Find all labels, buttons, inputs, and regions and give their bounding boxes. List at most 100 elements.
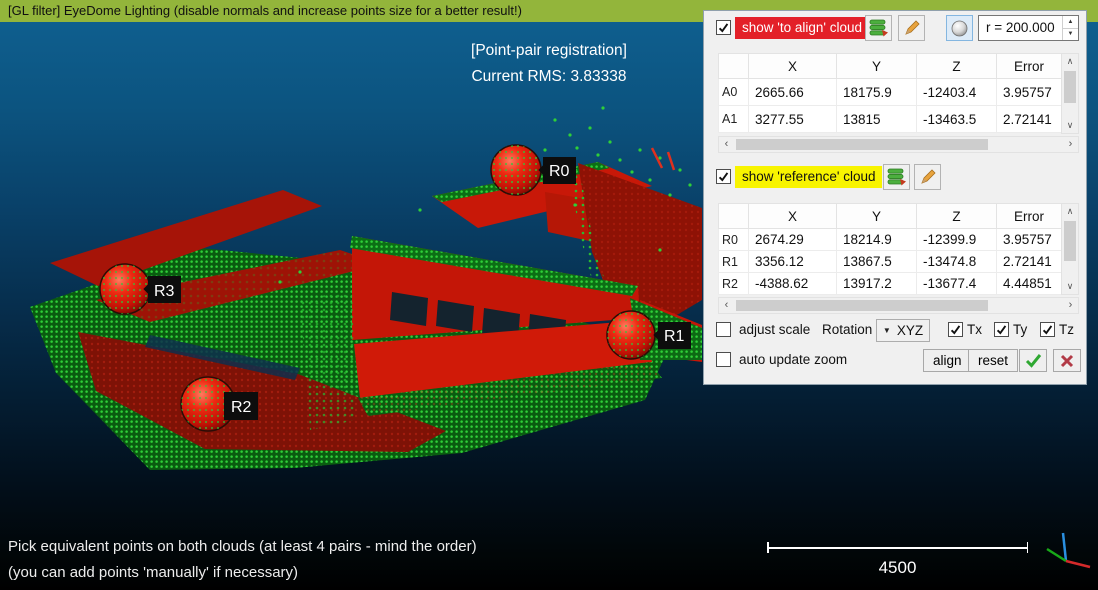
tx-checkbox[interactable] [948, 322, 963, 337]
show-reference-label[interactable]: show 'reference' cloud [735, 166, 883, 188]
show-to-align-checkbox[interactable] [716, 20, 731, 35]
registration-title: [Point-pair registration] [471, 42, 627, 59]
ty-label: Ty [1013, 322, 1028, 337]
check-icon [718, 23, 729, 33]
table-header-row: X Y Z Error [718, 203, 1062, 229]
sphere-radius-value: r = 200.000 [986, 20, 1055, 35]
hscroll-thumb[interactable] [736, 139, 988, 150]
pencil-icon [920, 169, 936, 184]
marker-label-pointer [653, 329, 665, 341]
corner-header [718, 203, 749, 229]
rotation-value: XYZ [896, 323, 924, 338]
cancel-button[interactable] [1053, 349, 1081, 372]
marker-label: R1 [664, 328, 685, 345]
pick-reference-from-db-button[interactable] [883, 164, 910, 190]
marker-R2[interactable]: R2 [180, 376, 258, 432]
marker-R1[interactable]: R1 [606, 310, 691, 360]
scale-bar-right-tick [1026, 542, 1028, 553]
db-tree-icon [869, 19, 888, 37]
spin-down-icon[interactable]: ▼ [1067, 31, 1074, 38]
hint-line-2: (you can add points 'manually' if necess… [8, 564, 299, 581]
table-row[interactable]: R1 3356.12 13867.5 -13474.8 2.72141 [718, 250, 1062, 273]
show-reference-checkbox[interactable] [716, 169, 731, 184]
confirm-check-icon [1025, 354, 1041, 368]
check-icon [950, 325, 961, 335]
reference-points-table: X Y Z Error R0 2674.29 18214.9 -12399.9 … [718, 203, 1062, 295]
check-icon [996, 325, 1007, 335]
rotation-dropdown[interactable]: ▼ XYZ [876, 319, 930, 342]
marker-label-box[interactable] [224, 392, 258, 420]
current-rms: Current RMS: 3.83338 [471, 68, 627, 85]
auto-update-zoom-label: auto update zoom [739, 352, 848, 367]
pick-to-align-from-db-button[interactable] [865, 15, 892, 41]
table-row[interactable]: A1 3277.55 13815 -13463.5 2.72141 [718, 105, 1062, 133]
col-y: Y [836, 53, 917, 79]
reference-table-vscrollbar[interactable]: ∧ ∨ [1061, 203, 1079, 295]
scroll-up-icon[interactable]: ∧ [1066, 56, 1074, 66]
vscroll-thumb[interactable] [1064, 71, 1076, 103]
axis-trihedron-icon [1046, 532, 1091, 569]
edit-to-align-button[interactable] [898, 15, 925, 41]
table-row[interactable]: R2 -4388.62 13917.2 -13677.4 4.44851 [718, 272, 1062, 295]
align-button[interactable]: align [923, 349, 972, 372]
cancel-x-icon [1060, 354, 1074, 367]
col-z: Z [916, 53, 997, 79]
scroll-right-icon[interactable]: › [1068, 299, 1073, 311]
rotation-label: Rotation [822, 322, 873, 337]
hscroll-thumb[interactable] [736, 300, 988, 311]
scroll-left-icon[interactable]: ‹ [724, 299, 729, 311]
picking-hints: Pick equivalent points on both clouds (a… [8, 534, 477, 586]
table-row[interactable]: R0 2674.29 18214.9 -12399.9 3.95757 [718, 228, 1062, 251]
marker-R3[interactable]: R3 [99, 263, 181, 315]
reference-table-hscrollbar[interactable]: ‹ › [718, 297, 1079, 314]
col-y: Y [836, 203, 917, 229]
scroll-up-icon[interactable]: ∧ [1066, 206, 1074, 216]
scroll-down-icon[interactable]: ∨ [1066, 120, 1074, 130]
corner-header [718, 53, 749, 79]
adjust-scale-label: adjust scale [739, 322, 811, 337]
marker-R0[interactable]: R0 [490, 144, 576, 196]
marker-label: R2 [231, 399, 252, 416]
col-x: X [748, 203, 837, 229]
hint-line-1: Pick equivalent points on both clouds (a… [8, 538, 477, 555]
sphere-radius-spinbox[interactable]: r = 200.000 ▲ ▼ [978, 15, 1079, 41]
scale-bar-value: 4500 [878, 558, 917, 577]
table-row[interactable]: A0 2665.66 18175.9 -12403.4 3.95757 [718, 78, 1062, 106]
tx-label: Tx [967, 322, 982, 337]
table-header-row: X Y Z Error [718, 53, 1062, 79]
marker-label: R0 [549, 163, 570, 180]
adjust-scale-checkbox[interactable] [716, 322, 731, 337]
tz-checkbox[interactable] [1040, 322, 1055, 337]
show-to-align-label[interactable]: show 'to align' cloud [735, 17, 869, 39]
confirm-button[interactable] [1019, 349, 1047, 372]
db-tree-icon [887, 168, 906, 186]
ty-checkbox[interactable] [994, 322, 1009, 337]
reset-button[interactable]: reset [968, 349, 1019, 372]
scroll-left-icon[interactable]: ‹ [724, 138, 729, 150]
radius-spinner: ▲ ▼ [1062, 16, 1078, 40]
scale-bar: 4500 [767, 540, 1028, 588]
edit-reference-button[interactable] [914, 164, 941, 190]
col-z: Z [916, 203, 997, 229]
auto-update-zoom-checkbox[interactable] [716, 352, 731, 367]
to-align-points-table: X Y Z Error A0 2665.66 18175.9 -12403.4 … [718, 53, 1062, 133]
scroll-right-icon[interactable]: › [1068, 138, 1073, 150]
col-error: Error [996, 203, 1062, 229]
sphere-icon [951, 20, 968, 36]
marker-label: R3 [154, 283, 175, 300]
marker-sphere-speckle [607, 311, 655, 359]
chevron-down-icon: ▼ [882, 326, 891, 335]
to-align-table-vscrollbar[interactable]: ∧ ∨ [1061, 53, 1079, 134]
sphere-marker-toggle-button[interactable] [946, 15, 973, 41]
col-x: X [748, 53, 837, 79]
spin-up-icon[interactable]: ▲ [1063, 16, 1078, 29]
scale-bar-line [767, 547, 1028, 549]
point-pair-registration-panel: show 'to align' cloud r = 200.000 ▲ ▼ [703, 10, 1087, 385]
to-align-table-hscrollbar[interactable]: ‹ › [718, 136, 1079, 153]
vscroll-thumb[interactable] [1064, 221, 1076, 261]
marker-sphere-speckle [181, 377, 235, 431]
tz-label: Tz [1059, 322, 1074, 337]
scroll-down-icon[interactable]: ∨ [1066, 281, 1074, 291]
marker-sphere-speckle [100, 264, 150, 314]
